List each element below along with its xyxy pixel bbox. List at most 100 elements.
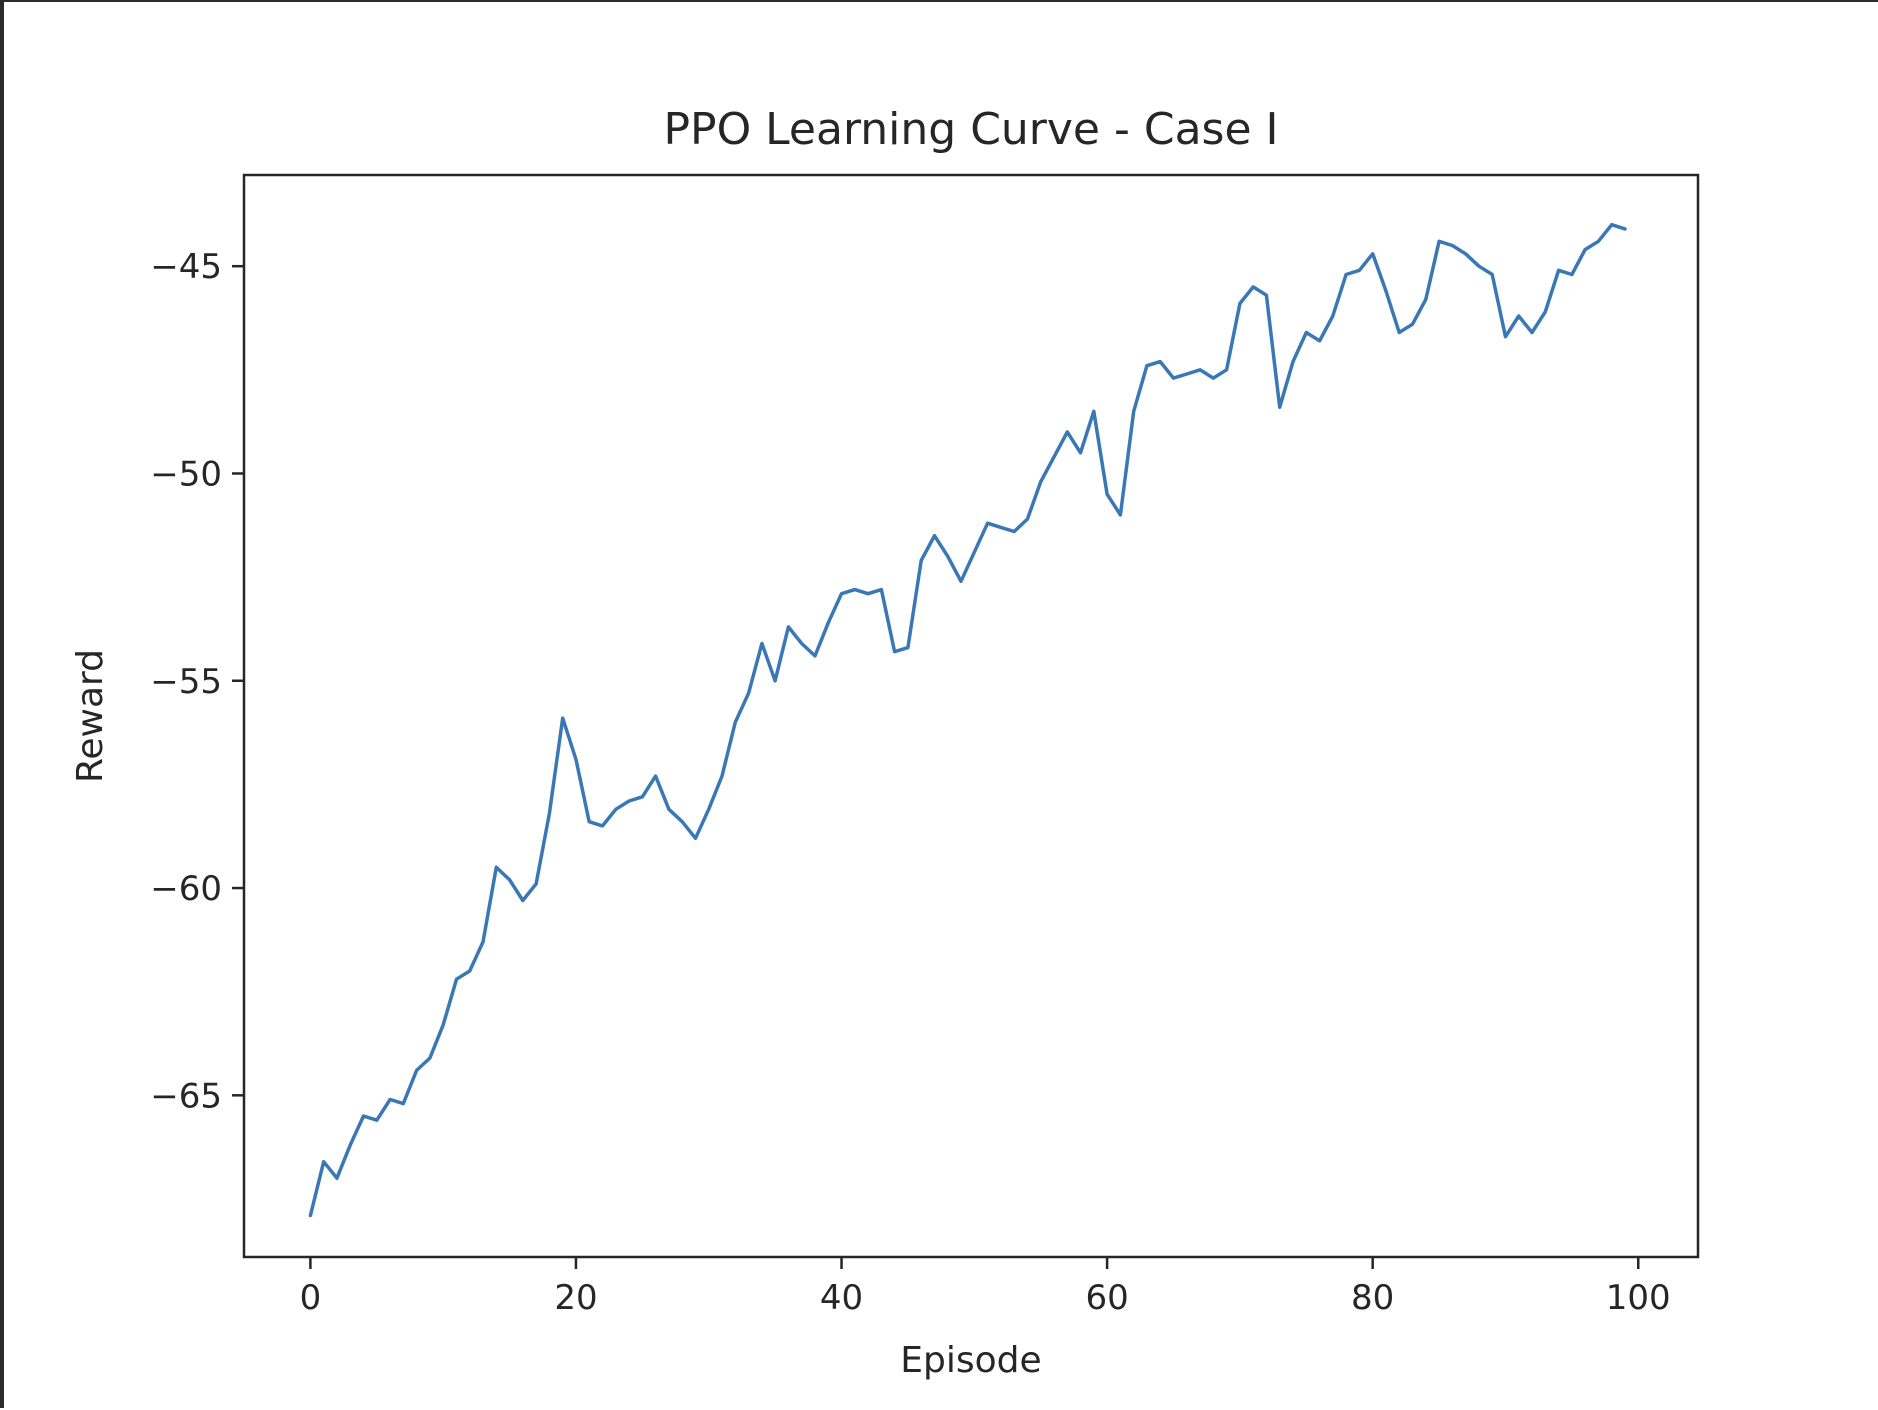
data-point — [335, 1177, 339, 1180]
plot-area-frame — [242, 173, 1700, 1259]
data-point — [893, 650, 896, 653]
data-point — [322, 1160, 325, 1163]
data-point — [773, 679, 777, 682]
data-point — [468, 969, 471, 973]
data-point — [973, 551, 976, 554]
data-point — [1610, 223, 1613, 226]
data-point — [707, 808, 710, 811]
data-point — [574, 758, 578, 761]
data-point — [442, 1023, 445, 1026]
data-point — [309, 1214, 312, 1217]
data-point — [1384, 289, 1388, 293]
series-layer — [308, 222, 1627, 1218]
data-point — [588, 820, 591, 823]
data-point — [920, 559, 923, 562]
data-point — [428, 1056, 432, 1060]
data-point — [481, 940, 485, 944]
data-point — [654, 774, 657, 778]
data-point — [1079, 451, 1082, 454]
y-axis-label: Reward — [70, 649, 111, 783]
data-point — [1557, 269, 1560, 272]
data-point — [534, 882, 538, 886]
data-point — [1504, 335, 1507, 338]
data-point — [1451, 244, 1454, 247]
x-tick-label: 40 — [820, 1278, 863, 1318]
data-point — [1318, 339, 1321, 342]
data-point — [1305, 331, 1308, 334]
data-point — [1344, 273, 1348, 276]
data-point — [1544, 310, 1547, 313]
y-tick-label: −45 — [150, 247, 222, 287]
data-point — [999, 526, 1003, 529]
data-point — [694, 837, 697, 840]
data-point — [1623, 227, 1627, 231]
data-point — [853, 588, 856, 591]
data-point — [349, 1143, 352, 1147]
data-point — [959, 580, 963, 583]
y-axis: −65 −60 −55 −50 −45 — [150, 247, 244, 1116]
data-point — [1198, 368, 1202, 371]
data-point — [1477, 265, 1481, 268]
data-point — [1052, 455, 1056, 459]
series-line — [308, 222, 1627, 1218]
data-point — [1570, 273, 1574, 276]
y-tick-label: −60 — [150, 869, 222, 909]
data-point — [1424, 298, 1428, 301]
data-point — [601, 824, 604, 828]
data-point — [827, 621, 830, 624]
data-point — [1066, 430, 1069, 434]
data-point — [760, 642, 764, 645]
data-point — [840, 592, 843, 595]
data-point — [375, 1119, 378, 1122]
data-point — [1517, 314, 1520, 318]
data-point — [1291, 360, 1295, 363]
x-axis-label: Episode — [900, 1340, 1041, 1381]
data-point — [1437, 240, 1441, 243]
data-point — [1583, 248, 1587, 251]
data-point — [641, 795, 644, 798]
data-point — [1464, 252, 1467, 255]
data-point — [1398, 331, 1401, 334]
data-point — [1039, 480, 1042, 483]
data-point — [1278, 406, 1281, 409]
data-point — [1145, 364, 1149, 367]
data-point — [1159, 360, 1162, 363]
data-point — [734, 721, 737, 724]
data-point — [1172, 376, 1175, 380]
data-point — [508, 878, 511, 881]
data-point — [1530, 331, 1534, 334]
data-point — [1265, 294, 1268, 297]
data-point — [1092, 410, 1096, 413]
data-point — [1185, 372, 1189, 376]
line-chart: PPO Learning Curve - Case I 0 20 40 60 80 100… — [70, 104, 1700, 1381]
data-point — [1358, 269, 1361, 272]
data-point — [880, 588, 883, 591]
data-point — [1212, 376, 1215, 380]
data-point — [1491, 273, 1494, 276]
data-point — [1371, 252, 1374, 255]
x-tick-label: 60 — [1085, 1278, 1128, 1318]
data-point — [1411, 323, 1414, 326]
data-point — [388, 1098, 392, 1101]
data-point — [1331, 314, 1335, 318]
data-point — [1132, 410, 1135, 413]
data-point — [1238, 302, 1242, 305]
x-tick-label: 80 — [1351, 1278, 1394, 1318]
data-point — [720, 774, 724, 778]
data-point — [906, 646, 910, 649]
data-point — [946, 555, 949, 558]
data-point — [787, 625, 790, 629]
y-tick-label: −50 — [150, 454, 222, 494]
data-point — [521, 899, 524, 902]
x-tick-label: 20 — [554, 1278, 597, 1318]
data-point — [402, 1102, 405, 1105]
data-point — [362, 1114, 365, 1118]
data-point — [1026, 517, 1029, 521]
data-point — [800, 642, 803, 645]
data-point — [1225, 368, 1228, 371]
x-axis: 0 20 40 60 80 100 — [300, 1257, 1671, 1318]
data-point — [415, 1069, 418, 1072]
chart-title: PPO Learning Curve - Case I — [664, 104, 1279, 155]
data-point — [1013, 530, 1016, 533]
